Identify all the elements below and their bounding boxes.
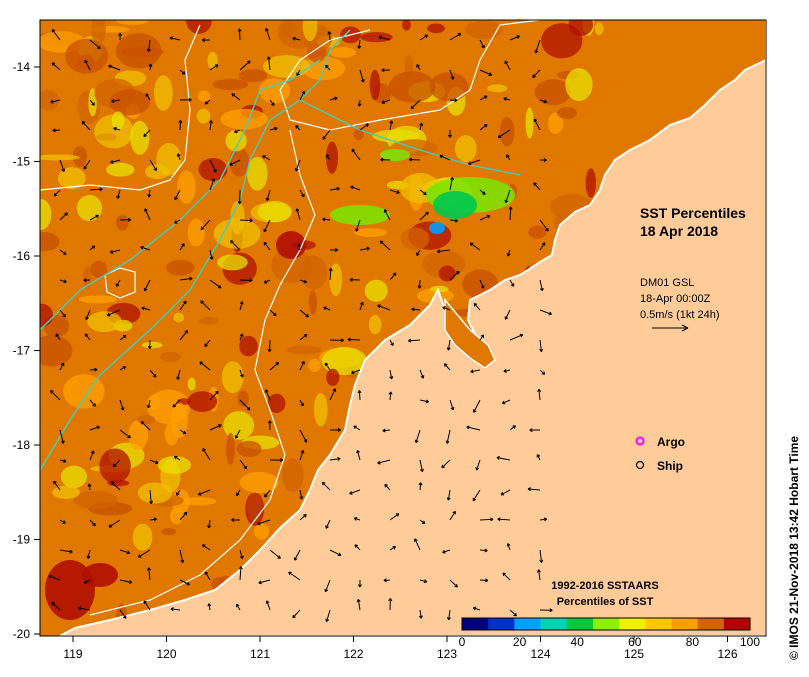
y-tick-label: -19 xyxy=(13,533,31,547)
colorbar-segment xyxy=(645,618,671,630)
x-tick-label: 120 xyxy=(156,647,176,661)
x-tick-label: 119 xyxy=(63,647,82,661)
colorbar-segment xyxy=(514,618,540,630)
y-tick-label: -15 xyxy=(13,155,31,169)
colorbar-segment xyxy=(462,618,488,630)
credit-text: © IMOS 21-Nov-2018 13:42 Hobart Time xyxy=(787,436,801,660)
colorbar-tick-label: 20 xyxy=(513,635,527,649)
colorbar-segment xyxy=(488,618,514,630)
current-time: 18-Apr 00:00Z xyxy=(640,293,711,305)
colorbar-segment xyxy=(541,618,567,630)
x-tick-label: 125 xyxy=(624,647,644,661)
colorbar-tick-label: 60 xyxy=(628,635,642,649)
y-tick-label: -18 xyxy=(13,438,31,452)
map-title-line1: SST Percentiles xyxy=(640,205,746,221)
y-tick-label: -17 xyxy=(13,344,31,358)
colorbar-segment xyxy=(724,618,750,630)
current-model: DM01 GSL xyxy=(640,277,694,289)
y-tick-label: -14 xyxy=(13,60,31,74)
map-area xyxy=(28,6,766,641)
colorbar-segment xyxy=(567,618,593,630)
colorbar-segment xyxy=(593,618,619,630)
x-tick-label: 123 xyxy=(437,647,457,661)
map-title-line2: 18 Apr 2018 xyxy=(640,223,718,239)
colorbar-tick-label: 80 xyxy=(686,635,700,649)
colorbar-title2: Percentiles of SST xyxy=(557,596,654,608)
colorbar-segment xyxy=(619,618,645,630)
legend-ship-label: Ship xyxy=(657,459,683,473)
colorbar-tick-label: 0 xyxy=(459,635,466,649)
colorbar-segment xyxy=(698,618,724,630)
y-tick-label: -16 xyxy=(13,249,31,263)
colorbar-title1: 1992-2016 SSTAARS xyxy=(551,580,658,592)
colorbar-tick-label: 100 xyxy=(740,635,760,649)
x-tick-label: 121 xyxy=(250,647,270,661)
current-scale: 0.5m/s (1kt 24h) xyxy=(640,309,719,321)
x-tick-label: 126 xyxy=(717,647,737,661)
x-tick-label: 122 xyxy=(343,647,363,661)
colorbar-ticks: 0 20 40 60 80 100 xyxy=(459,635,761,649)
colorbar-segment xyxy=(671,618,697,630)
x-tick-label: 124 xyxy=(530,647,550,661)
y-tick-label: -20 xyxy=(13,627,31,641)
colorbar xyxy=(462,618,750,630)
legend-argo-label: Argo xyxy=(657,435,685,449)
y-axis: -14 -15 -16 -17 -18 -19 -20 xyxy=(13,60,40,641)
colorbar-tick-label: 40 xyxy=(571,635,585,649)
